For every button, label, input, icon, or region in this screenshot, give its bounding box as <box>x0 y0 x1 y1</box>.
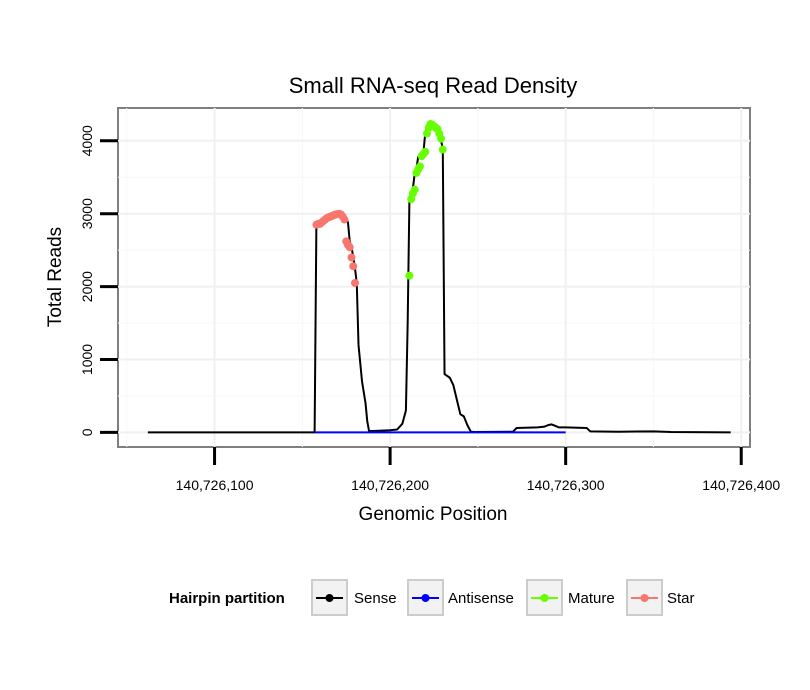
point-mature <box>438 145 447 154</box>
x-axis: 140,726,100 140,726,200 140,726,300 140,726… <box>176 447 780 493</box>
point-mature <box>415 162 424 171</box>
point-mature <box>437 134 446 143</box>
y-axis-label: Total Reads <box>45 227 66 327</box>
legend-key-dot-star <box>640 594 649 602</box>
grid-lines <box>118 108 750 447</box>
y-tick-label: 3000 <box>79 198 95 229</box>
x-tick-label: 140,726,200 <box>351 477 429 493</box>
y-axis: 0 1000 2000 3000 4000 <box>79 125 118 436</box>
point-mature <box>421 147 430 156</box>
point-star <box>349 262 358 271</box>
x-tick-label: 140,726,100 <box>176 477 254 493</box>
legend-label-sense: Sense <box>354 590 397 607</box>
point-mature <box>410 185 419 194</box>
legend-label-antisense: Antisense <box>448 590 514 607</box>
legend-title: Hairpin partition <box>169 590 285 607</box>
legend: Hairpin partition Sense Antisense Mature St… <box>169 579 695 616</box>
y-tick-label: 2000 <box>79 271 95 302</box>
y-tick-label: 0 <box>79 428 95 436</box>
point-star <box>347 253 356 262</box>
y-tick-label: 4000 <box>79 125 95 156</box>
x-axis-label: Genomic Position <box>359 504 508 525</box>
x-tick-label: 140,726,400 <box>702 477 780 493</box>
legend-key-dot-mature <box>540 594 549 602</box>
point-mature <box>405 271 414 280</box>
point-star <box>340 215 349 224</box>
legend-label-mature: Mature <box>568 590 615 607</box>
legend-key-dot-antisense <box>421 594 430 602</box>
plot-panel <box>117 107 751 448</box>
legend-label-star: Star <box>667 590 695 607</box>
point-star <box>345 243 354 252</box>
series-layer <box>147 120 731 434</box>
x-tick-label: 140,726,300 <box>527 477 605 493</box>
legend-entries: Sense Antisense Mature Star <box>311 579 695 616</box>
y-tick-label: 1000 <box>79 344 95 375</box>
legend-key-dot-sense <box>325 594 334 602</box>
chart-title: Small RNA-seq Read Density <box>289 73 578 98</box>
point-star <box>351 278 359 287</box>
